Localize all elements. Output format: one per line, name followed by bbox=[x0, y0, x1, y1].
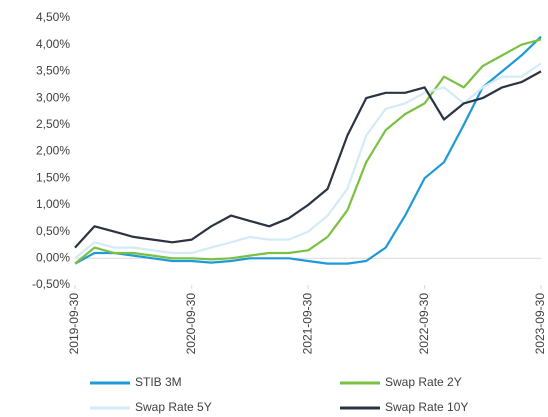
y-tick-label: 1,00% bbox=[36, 197, 70, 211]
y-tick-label: 2,00% bbox=[36, 144, 70, 158]
y-tick-label: 2,50% bbox=[36, 117, 70, 131]
series-line bbox=[74, 38, 542, 265]
y-tick-label: 4,50% bbox=[36, 10, 70, 24]
series-line bbox=[74, 62, 542, 260]
series-line bbox=[74, 70, 542, 249]
x-tick-label: 2019-09-30 bbox=[67, 293, 81, 355]
x-tick-label: 2023-09-30 bbox=[533, 293, 547, 355]
legend-label: STIB 3M bbox=[135, 375, 182, 389]
legend-label: Swap Rate 10Y bbox=[385, 400, 468, 414]
y-tick-label: 1,50% bbox=[36, 170, 70, 184]
y-tick-label: 0,00% bbox=[36, 250, 70, 264]
legend-label: Swap Rate 2Y bbox=[385, 375, 462, 389]
y-tick-label: 3,00% bbox=[36, 90, 70, 104]
legend-label: Swap Rate 5Y bbox=[135, 400, 212, 414]
y-tick-label: 4,00% bbox=[36, 37, 70, 51]
y-tick-label: 3,50% bbox=[36, 64, 70, 78]
x-tick-label: 2021-09-30 bbox=[300, 293, 314, 355]
y-tick-label: 0,50% bbox=[36, 224, 70, 238]
y-tick-label: -0,50% bbox=[32, 277, 70, 291]
x-tick-label: 2022-09-30 bbox=[417, 293, 431, 355]
x-tick-label: 2020-09-30 bbox=[184, 293, 198, 355]
series-line bbox=[74, 35, 542, 265]
